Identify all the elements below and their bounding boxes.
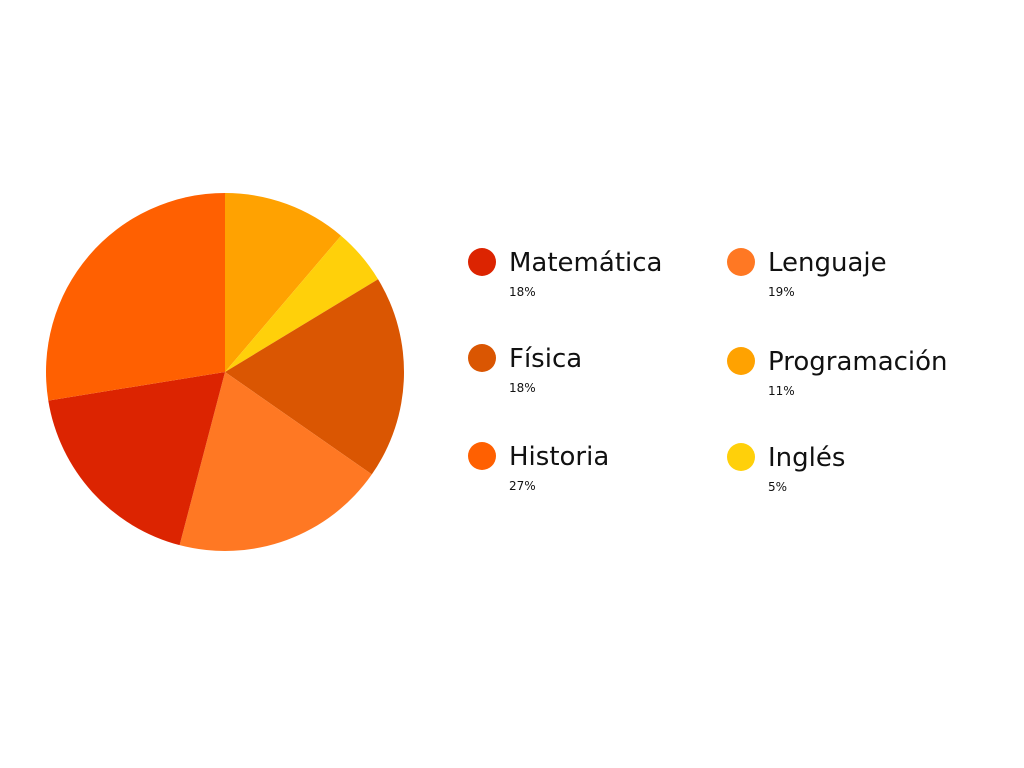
legend-percent: 11%	[768, 384, 795, 398]
pie-slice-programacion	[225, 193, 342, 372]
legend-label: Programación	[768, 347, 948, 377]
pie-chart	[45, 193, 404, 551]
legend-percent: 18%	[509, 381, 536, 395]
legend-percent: 18%	[509, 285, 536, 299]
pie-slice-lenguaje	[179, 372, 372, 551]
legend-percent: 27%	[509, 479, 536, 493]
pie-slice-ingles	[225, 235, 379, 372]
legend-label: Matemática	[509, 248, 663, 278]
legend-swatch	[727, 347, 755, 375]
legend-label: Física	[509, 344, 583, 374]
legend-label: Lenguaje	[768, 248, 887, 278]
pie-slice-historia	[45, 193, 225, 401]
pie-slice-matematica	[48, 372, 225, 546]
legend-percent: 19%	[768, 285, 795, 299]
legend-swatch	[468, 442, 496, 470]
legend-swatch	[727, 248, 755, 276]
legend-label: Historia	[509, 442, 610, 472]
legend-percent: 5%	[768, 480, 788, 494]
legend-swatch	[727, 443, 755, 471]
legend-swatch	[468, 248, 496, 276]
legend-swatch	[468, 344, 496, 372]
pie-slice-fisica	[225, 279, 404, 475]
legend-label: Inglés	[768, 443, 846, 473]
